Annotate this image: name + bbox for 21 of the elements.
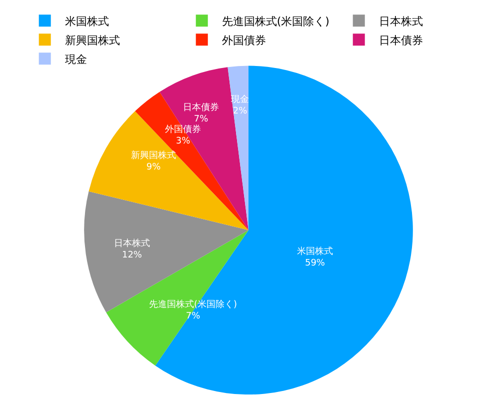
legend-label: 日本債券 bbox=[378, 34, 423, 47]
data-label: 3% bbox=[176, 136, 191, 147]
pie-slice bbox=[84, 191, 248, 312]
legend-label: 現金 bbox=[64, 52, 87, 66]
data-label: 59% bbox=[304, 258, 326, 269]
legend-label: 先進国株式(米国除く) bbox=[222, 14, 330, 28]
legend-label: 新興国株式 bbox=[64, 34, 120, 47]
data-label: 12% bbox=[122, 250, 142, 261]
slice-label: 日本株式 bbox=[114, 238, 150, 249]
slice-label: 日本債券 bbox=[183, 102, 219, 113]
data-label: 9% bbox=[146, 162, 162, 173]
legend-label: 日本株式 bbox=[378, 14, 423, 28]
legend-label: 米国株式 bbox=[64, 14, 109, 28]
legend-label: 外国債券 bbox=[222, 34, 266, 47]
slice-label: 米国株式 bbox=[297, 246, 333, 257]
pie-slice bbox=[106, 230, 248, 366]
data-label: 2% bbox=[232, 106, 248, 117]
slice-label: 新興国株式 bbox=[131, 150, 176, 161]
pie-slice bbox=[228, 66, 248, 230]
slice-label: 外国債券 bbox=[165, 124, 201, 135]
data-label: 7% bbox=[194, 114, 209, 125]
